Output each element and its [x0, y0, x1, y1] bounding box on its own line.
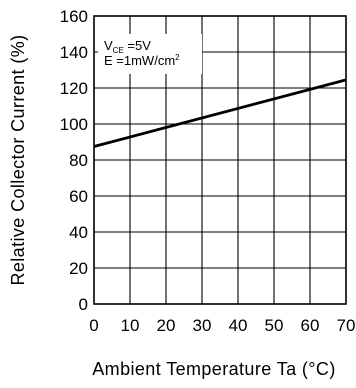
- y-tick-label: 0: [79, 295, 88, 314]
- x-tick-label: 20: [157, 316, 176, 335]
- x-tick-label: 50: [265, 316, 284, 335]
- y-tick-label: 160: [60, 7, 88, 26]
- y-tick-labels: 0 20 40 60 80 100 120 140 160: [60, 7, 88, 314]
- annotation-box: VCE =5VE =1mW/cm2: [104, 38, 180, 68]
- y-tick-label: 140: [60, 43, 88, 62]
- y-tick-label: 80: [69, 151, 88, 170]
- x-tick-label: 70: [337, 316, 356, 335]
- y-tick-label: 40: [69, 223, 88, 242]
- series-lines: [93, 78, 347, 148]
- series-line: [93, 78, 347, 148]
- plot-frame: [93, 15, 347, 305]
- y-tick-label: 20: [69, 259, 88, 278]
- annotation-line-2: E =1mW/cm2: [104, 53, 180, 68]
- x-tick-label: 40: [229, 316, 248, 335]
- annotation-line-1: VCE =5V: [104, 38, 151, 55]
- x-tick-label: 10: [121, 316, 140, 335]
- x-tick-label: 0: [89, 316, 98, 335]
- y-axis-title: Relative Collector Current (%): [8, 34, 28, 285]
- x-tick-label: 30: [193, 316, 212, 335]
- y-tick-label: 100: [60, 115, 88, 134]
- x-tick-labels: 0 10 20 30 40 50 60 70: [89, 316, 355, 335]
- y-tick-label: 120: [60, 79, 88, 98]
- annotation-background: [98, 34, 202, 74]
- x-tick-label: 60: [301, 316, 320, 335]
- y-tick-label: 60: [69, 187, 88, 206]
- x-axis-title: Ambient Temperature Ta (°C): [92, 359, 335, 379]
